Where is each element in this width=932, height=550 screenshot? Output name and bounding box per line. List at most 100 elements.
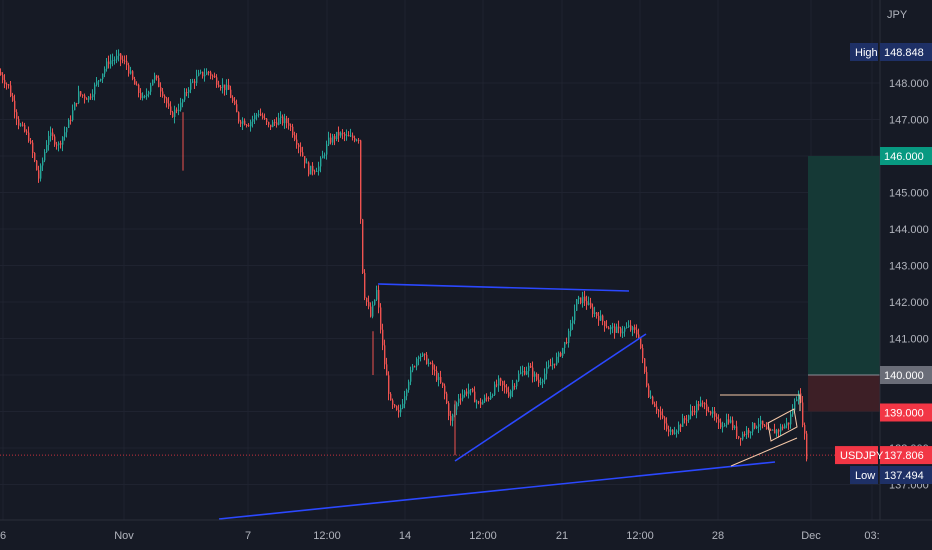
candle-body bbox=[732, 420, 734, 429]
candle-body bbox=[656, 406, 658, 411]
candle-body bbox=[522, 371, 524, 373]
stop-loss-tag-box bbox=[880, 403, 932, 422]
candle-body bbox=[566, 342, 568, 344]
candle-body bbox=[184, 92, 186, 100]
candle-body bbox=[186, 92, 188, 94]
candle-body bbox=[412, 366, 414, 371]
candle-body bbox=[230, 89, 232, 98]
candle-body bbox=[268, 122, 270, 125]
time-tick-label: 12:00 bbox=[313, 530, 341, 542]
high-tag-label: High bbox=[855, 47, 878, 59]
candle-body bbox=[6, 84, 8, 86]
candle-body bbox=[662, 415, 664, 418]
current-price-tag-value: 137.806 bbox=[884, 450, 924, 462]
price-tick-label: 143.000 bbox=[889, 261, 929, 273]
position-zones bbox=[0, 156, 880, 456]
candle-body bbox=[56, 144, 58, 146]
candle-body bbox=[310, 165, 312, 175]
candle-body bbox=[242, 120, 244, 124]
profit-zone[interactable] bbox=[808, 156, 880, 375]
candle-body bbox=[632, 327, 634, 330]
candle-body bbox=[622, 331, 624, 334]
candle-body bbox=[690, 410, 692, 416]
candle-body bbox=[286, 118, 288, 124]
entry-tag-value: 140.000 bbox=[884, 370, 924, 382]
candle-body bbox=[126, 60, 128, 66]
time-axis[interactable]: 6 Nov 7 12:00 14 12:00 21 12:00 28 Dec 03: bbox=[0, 530, 880, 542]
candle-body bbox=[86, 98, 88, 100]
candle-body bbox=[372, 304, 374, 317]
candle-body bbox=[394, 404, 396, 407]
candle-body bbox=[644, 358, 646, 373]
candle-body bbox=[74, 102, 76, 111]
candle-body bbox=[650, 396, 652, 398]
candle-body bbox=[182, 99, 184, 103]
candle-body bbox=[110, 60, 112, 65]
channel-top-line[interactable] bbox=[720, 394, 801, 411]
candle-body bbox=[32, 142, 34, 153]
candle-body bbox=[554, 363, 556, 365]
drawings[interactable] bbox=[218, 283, 801, 520]
candle-body bbox=[610, 326, 612, 330]
candle-body bbox=[18, 118, 20, 126]
flag-pattern[interactable] bbox=[767, 408, 798, 442]
candle-body bbox=[504, 385, 506, 388]
candle-body bbox=[12, 96, 14, 101]
candle-body bbox=[430, 362, 432, 364]
loss-zone[interactable] bbox=[808, 375, 880, 412]
channel-bottom-line[interactable] bbox=[730, 437, 798, 467]
candle-body bbox=[730, 420, 732, 423]
candle-body bbox=[336, 131, 338, 140]
candle-body bbox=[232, 97, 234, 101]
candle-body bbox=[636, 329, 638, 335]
candle-body bbox=[442, 382, 444, 386]
current-price-tag-label-box bbox=[835, 446, 878, 465]
candle-body bbox=[344, 133, 346, 136]
candle-body bbox=[422, 353, 424, 357]
candle-body bbox=[436, 371, 438, 381]
candle-body bbox=[558, 353, 560, 357]
candle-body bbox=[606, 326, 608, 328]
candle-body bbox=[64, 132, 66, 137]
candle-body bbox=[224, 84, 226, 91]
candle-body bbox=[424, 353, 426, 355]
candle-body bbox=[498, 378, 500, 386]
resistance-trendline[interactable] bbox=[377, 283, 630, 292]
candle-body bbox=[390, 393, 392, 401]
candle-body bbox=[26, 131, 28, 133]
candle-body bbox=[490, 395, 492, 400]
candle-body bbox=[220, 86, 222, 88]
candle-body bbox=[438, 377, 440, 381]
candle-body bbox=[66, 127, 68, 133]
candle-body bbox=[190, 82, 192, 90]
candle-body bbox=[398, 410, 400, 413]
candle-body bbox=[334, 136, 336, 140]
candle-body bbox=[552, 363, 554, 366]
candle-body bbox=[546, 367, 548, 374]
candle-body bbox=[682, 418, 684, 427]
candle-body bbox=[120, 53, 122, 60]
candle-body bbox=[54, 136, 56, 145]
time-tick-label: 12:00 bbox=[626, 530, 654, 542]
price-tick-label: 142.000 bbox=[889, 297, 929, 309]
candle-body bbox=[752, 423, 754, 432]
candle-body bbox=[596, 312, 598, 316]
high-tag-label-box bbox=[850, 43, 878, 61]
candle-body bbox=[414, 366, 416, 368]
price-tick-label: 144.000 bbox=[889, 224, 929, 236]
candle-body bbox=[780, 426, 782, 432]
candle-body bbox=[408, 381, 410, 390]
candle-body bbox=[704, 403, 706, 405]
candle-body bbox=[540, 382, 542, 384]
candle-body bbox=[532, 367, 534, 377]
candle-body bbox=[50, 132, 52, 136]
long-term-trendline[interactable] bbox=[218, 461, 776, 520]
candle-body bbox=[80, 91, 82, 95]
candle-body bbox=[260, 114, 262, 116]
support-trendline[interactable] bbox=[454, 333, 647, 462]
candle-body bbox=[144, 96, 146, 98]
candle-body bbox=[794, 401, 796, 411]
candle-body bbox=[668, 429, 670, 432]
